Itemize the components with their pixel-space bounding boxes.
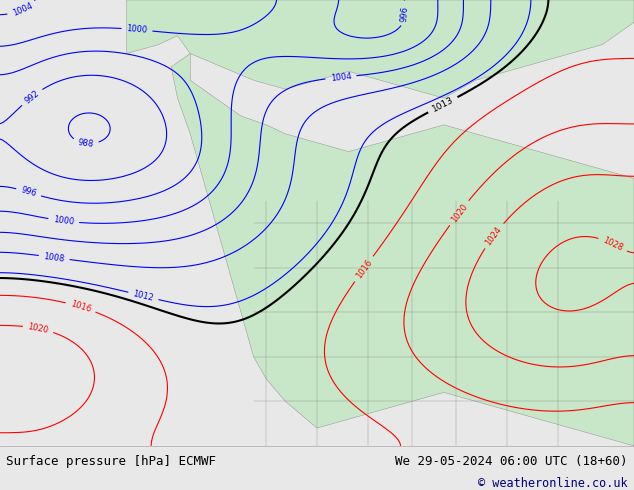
Text: 1016: 1016: [69, 299, 92, 315]
Text: 1000: 1000: [53, 215, 75, 227]
Text: 996: 996: [20, 186, 37, 199]
Text: 1020: 1020: [449, 202, 469, 224]
Text: 1000: 1000: [126, 24, 148, 35]
Text: 1016: 1016: [354, 258, 374, 280]
Text: 992: 992: [23, 89, 41, 105]
Text: 1008: 1008: [43, 252, 65, 263]
Polygon shape: [127, 0, 634, 98]
Polygon shape: [171, 53, 634, 446]
Text: © weatheronline.co.uk: © weatheronline.co.uk: [478, 477, 628, 490]
Text: We 29-05-2024 06:00 UTC (18+60): We 29-05-2024 06:00 UTC (18+60): [395, 455, 628, 468]
Text: 1020: 1020: [27, 322, 49, 335]
Text: 1028: 1028: [602, 236, 624, 253]
Text: 1013: 1013: [430, 96, 455, 114]
Text: 1012: 1012: [132, 289, 155, 303]
Text: 1004: 1004: [11, 1, 34, 18]
Text: 1024: 1024: [484, 224, 504, 247]
Text: Surface pressure [hPa] ECMWF: Surface pressure [hPa] ECMWF: [6, 455, 216, 468]
Text: 988: 988: [77, 138, 94, 149]
Text: 1004: 1004: [330, 72, 352, 83]
Text: 996: 996: [400, 5, 410, 22]
